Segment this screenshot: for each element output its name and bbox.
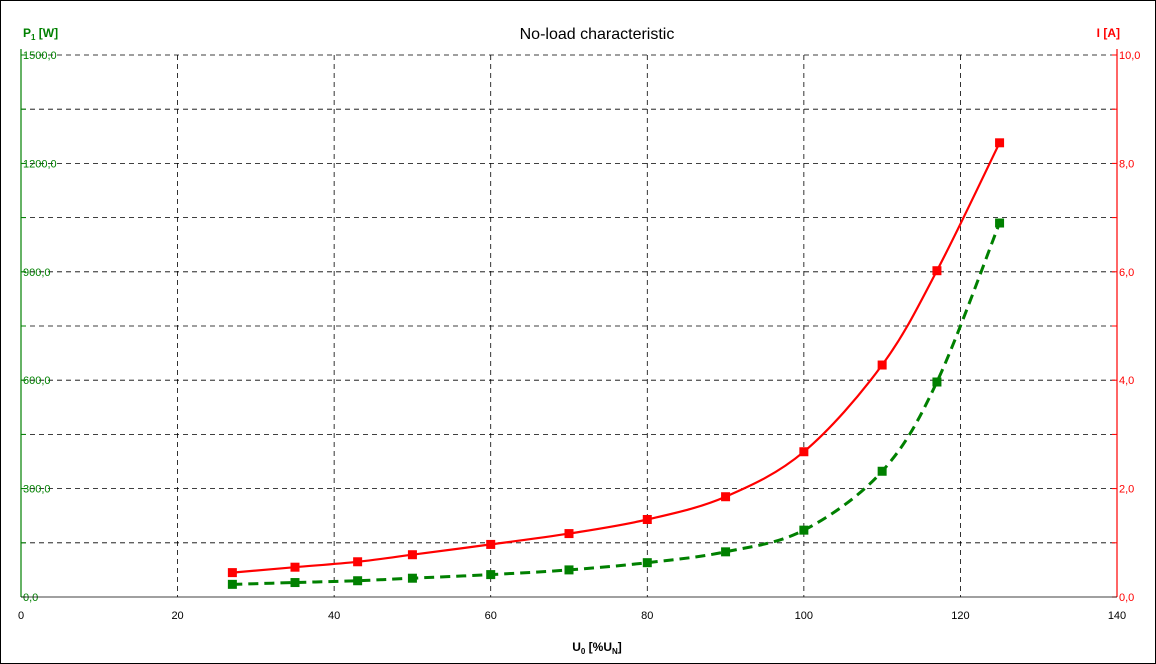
x-tick-label: 100 xyxy=(795,610,813,622)
current-data-point xyxy=(486,539,496,549)
power-data-point xyxy=(407,573,417,583)
power-data-point xyxy=(877,466,887,476)
y-right-tick-label: 10,0 xyxy=(1119,50,1140,62)
power-data-point xyxy=(227,579,237,589)
power-data-point xyxy=(995,218,1005,228)
y-left-tick-label: 1500,0 xyxy=(23,50,57,62)
power-data-point xyxy=(290,578,300,588)
x-tick-label: 80 xyxy=(641,610,653,622)
y-right-tick-label: 6,0 xyxy=(1119,267,1134,279)
chart-title: No-load characteristic xyxy=(520,26,675,43)
power-data-point xyxy=(353,576,363,586)
current-data-point xyxy=(799,447,809,457)
power-data-point xyxy=(486,570,496,580)
current-data-point xyxy=(995,138,1005,148)
power-data-point xyxy=(642,558,652,568)
current-series-line xyxy=(232,142,1001,574)
y-right-tick-label: 2,0 xyxy=(1119,484,1134,496)
y-left-axis-label: P1 [W] xyxy=(23,26,58,42)
power-data-point xyxy=(932,377,942,387)
current-data-point xyxy=(877,360,887,370)
x-axis-label: U0 [%UN] xyxy=(572,640,622,656)
power-data-point xyxy=(799,525,809,535)
y-left-tick-label: 600,0 xyxy=(23,375,51,387)
current-data-point xyxy=(407,550,417,560)
current-data-point xyxy=(290,562,300,572)
y-right-axis-label: I [A] xyxy=(1097,26,1120,40)
y-right-tick-label: 4,0 xyxy=(1119,375,1134,387)
x-tick-label: 40 xyxy=(328,610,340,622)
y-left-tick-label: 1200,0 xyxy=(23,158,57,170)
y-left-tick-label: 900,0 xyxy=(23,267,51,279)
current-data-point xyxy=(642,514,652,524)
x-tick-label: 120 xyxy=(951,610,969,622)
x-tick-label: 0 xyxy=(18,610,24,622)
y-right-tick-label: 8,0 xyxy=(1119,158,1134,170)
current-data-point xyxy=(932,266,942,276)
y-left-tick-label: 0,0 xyxy=(23,592,38,604)
current-data-point xyxy=(227,568,237,578)
x-tick-label: 140 xyxy=(1108,610,1126,622)
power-series-line xyxy=(232,222,1001,586)
x-tick-label: 20 xyxy=(171,610,183,622)
y-left-tick-label: 300,0 xyxy=(23,484,51,496)
series-layer xyxy=(227,138,1005,589)
y-right-tick-label: 0,0 xyxy=(1119,592,1134,604)
current-data-point xyxy=(564,529,574,539)
current-data-point xyxy=(353,557,363,567)
axes: 0 20 40 60 80 100 120 140 0,0 300,0 600,0 900,0 1200… xyxy=(18,49,1140,622)
x-tick-label: 60 xyxy=(485,610,497,622)
power-data-point xyxy=(721,547,731,557)
grid xyxy=(21,54,1117,597)
power-data-point xyxy=(564,565,574,575)
current-data-point xyxy=(721,492,731,502)
